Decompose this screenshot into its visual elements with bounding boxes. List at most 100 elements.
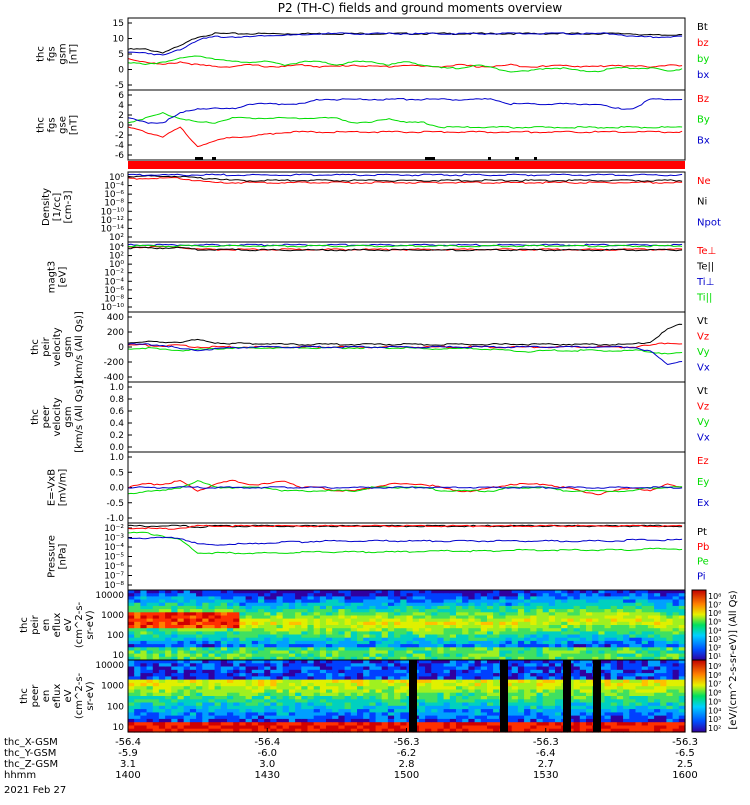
heatmap-cell (573, 689, 581, 694)
heatmap-cell (220, 689, 228, 694)
heatmap-cell (437, 676, 445, 681)
heatmap-cell (220, 676, 228, 681)
heatmap-cell (152, 653, 160, 658)
series-line-by (127, 55, 683, 73)
heatmap-cell (301, 650, 309, 655)
heatmap-cell (270, 656, 278, 661)
heatmap-cell (295, 715, 302, 720)
heatmap-cell (196, 653, 203, 658)
series-line-Bz (127, 126, 683, 148)
heatmap-cell (493, 602, 500, 607)
heatmap-cell (245, 631, 253, 636)
heatmap-cell (140, 628, 148, 632)
panel-peer_en: thcpeerenefluxeV(cm^2-s-sr-eV)1000010001… (19, 659, 721, 733)
heatmap-cell (406, 618, 414, 623)
heatmap-cell (456, 666, 463, 671)
heatmap-cell (616, 640, 624, 645)
heatmap-cell (387, 590, 395, 594)
heatmap-cell (456, 669, 463, 674)
heatmap-cell (480, 656, 488, 661)
heatmap-cell (579, 618, 587, 623)
heatmap-cell (251, 663, 259, 668)
heatmap-cell (183, 666, 191, 671)
series-line-Te⊥ (127, 245, 683, 251)
heatmap-cell (357, 599, 364, 604)
heatmap-cell (189, 669, 197, 674)
heatmap-cell (511, 689, 519, 694)
heatmap-cell (165, 718, 172, 723)
heatmap-cell (177, 718, 185, 723)
heatmap-cell (245, 725, 253, 730)
heatmap-cell (387, 650, 395, 655)
heatmap-cell (350, 593, 358, 597)
heatmap-cell (660, 615, 667, 620)
heatmap-cell (295, 602, 302, 607)
heatmap-cell (666, 644, 674, 648)
heatmap-cell (251, 656, 259, 661)
heatmap-cell (239, 676, 247, 681)
heatmap-cell (400, 702, 408, 707)
heatmap-cell (270, 628, 278, 632)
heatmap-cell (666, 699, 674, 704)
heatmap-cell (381, 621, 389, 626)
heatmap-cell (288, 637, 296, 642)
heatmap-cell (183, 644, 191, 648)
heatmap-cell (233, 596, 240, 601)
heatmap-cell (542, 722, 550, 727)
heatmap-cell (227, 647, 234, 652)
heatmap-cell (462, 637, 469, 642)
heatmap-cell (530, 593, 538, 597)
heatmap-cell (672, 650, 680, 655)
heatmap-cell (394, 679, 401, 684)
heatmap-cell (548, 625, 556, 629)
heatmap-cell (357, 699, 364, 704)
heatmap-cell (586, 618, 593, 623)
heatmap-cell (319, 593, 327, 597)
heatmap-cell (264, 676, 271, 681)
heatmap-cell (326, 590, 333, 594)
heatmap-cell (654, 599, 661, 604)
heatmap-cell (332, 647, 339, 652)
heatmap-cell (468, 682, 476, 687)
heatmap-cell (616, 676, 624, 681)
heatmap-cell (511, 653, 519, 658)
heatmap-cell (363, 609, 370, 613)
heatmap-cell (678, 640, 686, 645)
heatmap-cell (208, 609, 216, 613)
heatmap-cell (592, 644, 599, 648)
heatmap-cell (350, 666, 358, 671)
ylabel-line: [mV/m] (58, 469, 69, 507)
heatmap-cell (641, 609, 649, 613)
heatmap-cell (369, 640, 377, 645)
heatmap-cell (641, 702, 649, 707)
heatmap-cell (641, 631, 649, 636)
heatmap-cell (530, 621, 538, 626)
ylabel-line: [nT] (69, 44, 80, 64)
heatmap-cell (319, 666, 327, 671)
heatmap-cell (387, 728, 395, 733)
heatmap-cell (542, 618, 550, 623)
heatmap-cell (635, 650, 643, 655)
heatmap-cell (220, 709, 228, 713)
heatmap-cell (183, 709, 191, 713)
heatmap-cell (524, 669, 531, 674)
heatmap-cell (332, 644, 339, 648)
heatmap-cell (146, 676, 154, 681)
heatmap-cell (357, 609, 364, 613)
heatmap-cell (239, 699, 247, 704)
heatmap-cell (555, 615, 562, 620)
heatmap-cell (406, 602, 414, 607)
heatmap-cell (462, 709, 469, 713)
heatmap-cell (140, 663, 148, 668)
heatmap-cell (647, 689, 655, 694)
panel-frame (127, 17, 686, 91)
heatmap-cell (561, 612, 568, 617)
heatmap-cell (610, 728, 618, 733)
heatmap-cell (264, 699, 271, 704)
heatmap-cell (530, 650, 538, 655)
heatmap-cell (672, 660, 680, 664)
heatmap-cell (196, 590, 203, 594)
heatmap-cell (536, 660, 544, 664)
heatmap-cell (375, 663, 383, 668)
heatmap-cell (375, 656, 383, 661)
